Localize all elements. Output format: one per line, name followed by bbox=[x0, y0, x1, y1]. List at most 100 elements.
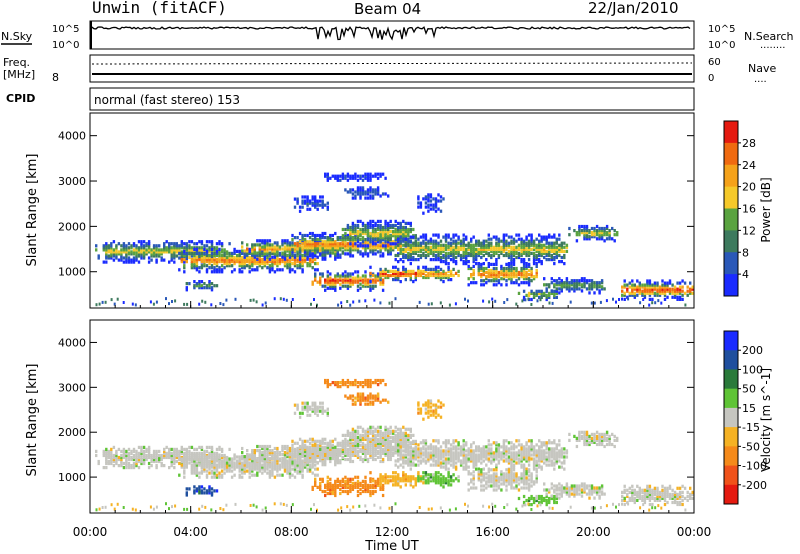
power-cell bbox=[346, 244, 350, 248]
power-cell bbox=[593, 229, 596, 233]
power-cell bbox=[525, 249, 528, 253]
velocity-cell bbox=[168, 449, 171, 453]
power-cell bbox=[394, 253, 397, 258]
power-cell bbox=[434, 203, 438, 207]
velocity-cell bbox=[349, 441, 352, 445]
power-cell bbox=[580, 277, 584, 281]
power-cell bbox=[369, 172, 372, 176]
power-cell bbox=[376, 192, 380, 196]
power-cell bbox=[308, 250, 312, 254]
velocity-cell bbox=[215, 455, 219, 459]
power-cell bbox=[160, 256, 163, 260]
velocity-cell bbox=[251, 449, 254, 453]
velocity-cell bbox=[387, 457, 390, 462]
power-cell bbox=[424, 241, 428, 245]
power-cell bbox=[220, 255, 224, 260]
power-cell bbox=[273, 258, 277, 262]
velocity-cell bbox=[414, 445, 417, 449]
power-cell bbox=[424, 265, 428, 269]
power-cell bbox=[349, 238, 352, 242]
power-cell bbox=[286, 266, 289, 270]
power-cell bbox=[283, 241, 287, 245]
power-cell bbox=[298, 266, 302, 270]
power-cell bbox=[510, 251, 513, 255]
power-cell bbox=[349, 242, 352, 246]
velocity-cell bbox=[276, 446, 279, 451]
power-cell bbox=[459, 253, 463, 258]
power-cell bbox=[326, 176, 329, 180]
power-speckle bbox=[524, 298, 527, 302]
power-cell bbox=[243, 251, 246, 255]
power-cell bbox=[319, 276, 322, 280]
power-cell bbox=[404, 234, 407, 238]
velocity-cell bbox=[366, 437, 370, 441]
velocity-cell bbox=[132, 447, 136, 451]
power-cell bbox=[497, 243, 501, 247]
velocity-cell bbox=[173, 459, 176, 464]
power-cell bbox=[354, 194, 357, 198]
power-cell bbox=[598, 233, 601, 237]
velocity-cell bbox=[442, 455, 445, 459]
power-cell bbox=[588, 279, 591, 283]
power-cell bbox=[470, 275, 473, 279]
power-cell bbox=[110, 252, 113, 256]
power-cell bbox=[105, 244, 108, 248]
velocity-cell bbox=[243, 465, 246, 469]
power-cell bbox=[213, 258, 216, 262]
velocity-cell bbox=[163, 449, 166, 453]
power-cell bbox=[392, 223, 395, 228]
velocity-cell bbox=[168, 447, 171, 451]
power-cell bbox=[517, 237, 521, 241]
power-cell bbox=[452, 267, 455, 271]
power-cell bbox=[439, 273, 443, 278]
velocity-cell bbox=[442, 465, 445, 469]
power-cell bbox=[354, 278, 357, 282]
velocity-cell bbox=[326, 447, 329, 451]
power-cell bbox=[419, 253, 423, 258]
velocity-cell bbox=[258, 444, 261, 449]
power-cell bbox=[273, 255, 277, 259]
power-cell bbox=[417, 269, 420, 273]
power-cell bbox=[233, 260, 236, 264]
power-cell bbox=[306, 242, 309, 246]
power-cell bbox=[548, 243, 551, 247]
power-cell bbox=[346, 274, 350, 278]
power-cell bbox=[225, 264, 229, 268]
colorbar-swatch bbox=[724, 252, 738, 275]
velocity-cell bbox=[168, 451, 171, 455]
velocity-cell bbox=[233, 461, 236, 465]
power-cell bbox=[465, 260, 468, 264]
velocity-cell bbox=[183, 469, 186, 473]
power-cell bbox=[560, 279, 563, 283]
power-cell bbox=[402, 247, 405, 251]
velocity-cell bbox=[366, 451, 370, 455]
power-cell bbox=[366, 244, 370, 248]
power-cell bbox=[364, 282, 367, 286]
velocity-cell bbox=[183, 471, 186, 475]
power-cell bbox=[543, 293, 546, 297]
power-cell bbox=[424, 247, 428, 251]
power-cell bbox=[457, 273, 460, 278]
velocity-cell bbox=[110, 453, 113, 458]
velocity-cell bbox=[288, 471, 292, 475]
power-cell bbox=[349, 174, 352, 178]
power-cell bbox=[548, 249, 551, 253]
velocity-cell bbox=[286, 444, 289, 449]
power-cell bbox=[366, 225, 370, 230]
power-cell bbox=[633, 293, 636, 297]
power-cell bbox=[548, 241, 551, 245]
power-cell bbox=[402, 273, 405, 278]
power-cell bbox=[346, 236, 350, 240]
power-cell bbox=[432, 241, 435, 245]
velocity-cell bbox=[208, 455, 211, 460]
velocity-cell bbox=[301, 459, 304, 463]
velocity-cell bbox=[261, 463, 264, 467]
velocity-cell bbox=[208, 445, 211, 449]
power-cell bbox=[361, 230, 365, 234]
power-cell bbox=[404, 232, 407, 236]
power-cell bbox=[125, 258, 128, 262]
velocity-cell bbox=[117, 464, 121, 468]
power-cell bbox=[402, 225, 405, 230]
velocity-cell bbox=[288, 467, 292, 471]
